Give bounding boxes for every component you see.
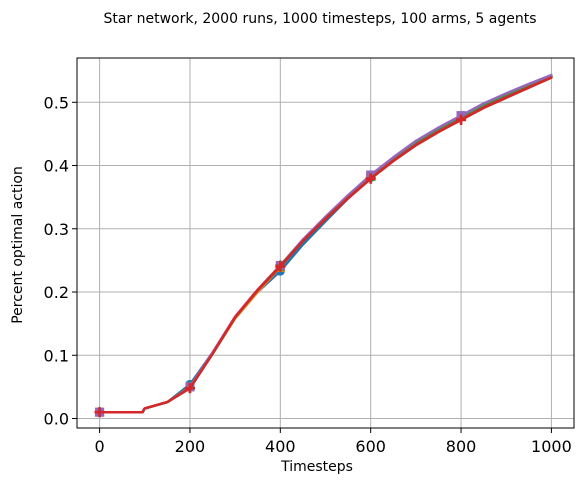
series-marker	[365, 173, 376, 184]
x-tick-label: 400	[265, 437, 296, 456]
grid	[77, 58, 574, 428]
series-line	[98, 76, 553, 414]
y-tick-label: 0.2	[44, 283, 69, 302]
series-line	[98, 75, 553, 414]
y-tick-label: 0.3	[44, 220, 69, 239]
axis-ticks: 0 200 400 600 800 1000 0.0 0.1 0.2 0.3 0.4 0.5	[44, 93, 572, 456]
plot-frame	[76, 57, 575, 429]
series-group	[94, 73, 553, 418]
series-marker	[184, 383, 195, 394]
x-tick-label: 800	[446, 437, 477, 456]
y-axis-label: Percent optimal action	[10, 166, 26, 324]
x-axis-label: Timesteps	[280, 459, 353, 475]
x-tick-label: 600	[355, 437, 386, 456]
series-line	[98, 75, 553, 414]
chart-title: Star network, 2000 runs, 1000 timesteps,…	[103, 11, 536, 27]
y-tick-label: 0.4	[44, 157, 69, 176]
y-tick-label: 0.1	[44, 346, 69, 365]
x-tick-label: 200	[175, 437, 206, 456]
y-tick-label: 0.5	[44, 93, 69, 112]
y-tick-label: 0.0	[44, 410, 69, 429]
series-line	[98, 76, 553, 414]
series-marker	[94, 407, 105, 418]
series-line	[98, 75, 553, 414]
series-marker	[275, 261, 286, 272]
series-marker	[456, 114, 467, 125]
x-tick-label: 1000	[531, 437, 572, 456]
x-tick-label: 0	[94, 437, 104, 456]
series-line	[98, 73, 553, 414]
